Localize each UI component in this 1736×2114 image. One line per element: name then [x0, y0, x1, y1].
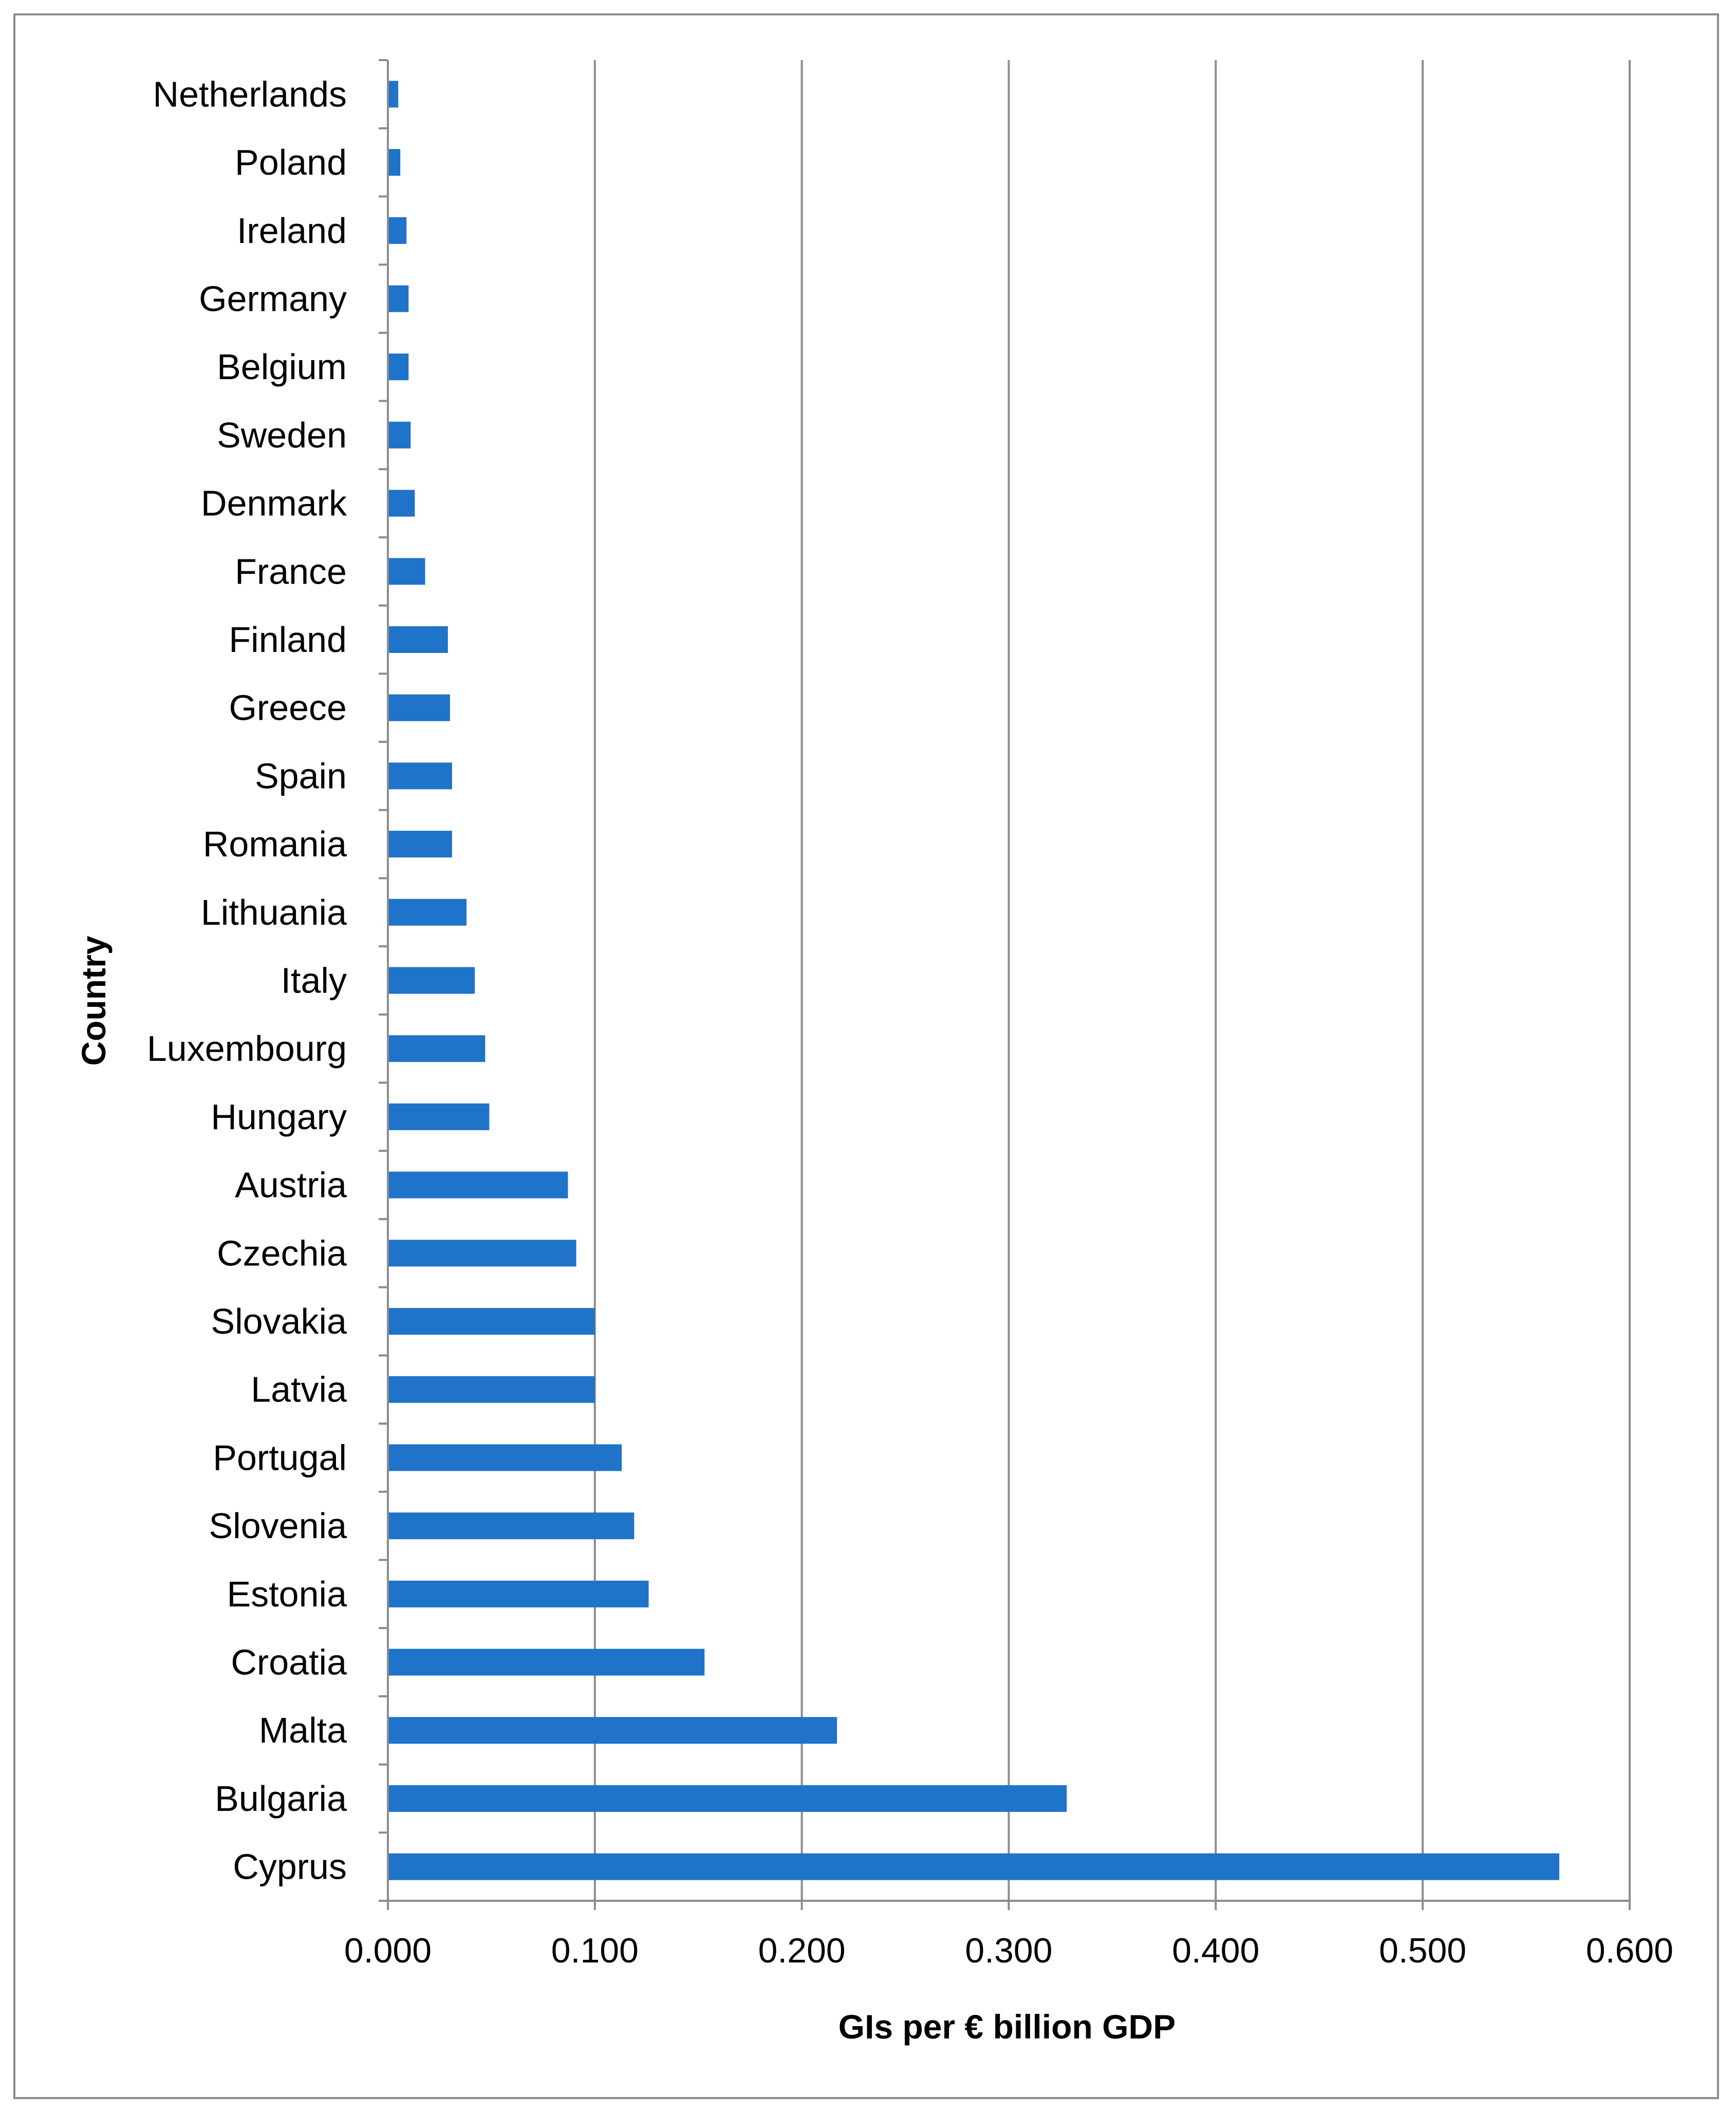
bar — [388, 490, 415, 517]
category-label: Cyprus — [233, 1847, 347, 1887]
category-label: Netherlands — [153, 74, 347, 114]
bar — [388, 1512, 634, 1540]
bar — [388, 1580, 649, 1607]
category-label: Greece — [229, 688, 347, 728]
bar — [388, 217, 407, 244]
bar — [388, 762, 452, 790]
bar — [388, 831, 452, 858]
bar — [388, 149, 401, 176]
bar — [388, 1240, 576, 1267]
x-tick-label: 0.100 — [551, 1931, 639, 1970]
x-tick-label: 0.600 — [1586, 1931, 1673, 1970]
category-label: Croatia — [231, 1642, 347, 1682]
x-tick-label: 0.000 — [344, 1931, 432, 1970]
bar — [388, 1853, 1560, 1880]
bar — [388, 353, 409, 381]
bar — [388, 1376, 595, 1403]
category-label: Austria — [235, 1165, 347, 1205]
bar — [388, 1649, 705, 1676]
y-axis-title: Country — [74, 936, 113, 1065]
bar — [388, 1171, 568, 1199]
category-label: Bulgaria — [215, 1779, 347, 1819]
category-label: Malta — [259, 1710, 347, 1750]
category-label: Italy — [281, 961, 347, 1001]
category-label: Poland — [235, 142, 347, 182]
x-tick-labels: 0.000 0.100 0.200 0.300 0.400 0.500 0.600 — [344, 1931, 1673, 1970]
category-label: Belgium — [217, 347, 347, 387]
bar — [388, 967, 475, 994]
category-label: Luxembourg — [147, 1028, 347, 1069]
x-tick-label: 0.200 — [758, 1931, 846, 1970]
bar — [388, 899, 467, 926]
bar — [388, 1035, 486, 1062]
bar — [388, 558, 425, 585]
bar — [388, 1444, 622, 1471]
category-label: Ireland — [237, 211, 347, 251]
category-label: Hungary — [211, 1097, 347, 1137]
bar — [388, 1717, 837, 1744]
x-axis-title: GIs per € billion GDP — [838, 2008, 1175, 2046]
category-label: Portugal — [213, 1437, 347, 1477]
category-label: Latvia — [251, 1370, 347, 1410]
category-label: Spain — [255, 756, 347, 796]
bar — [388, 626, 448, 653]
bar — [388, 1103, 490, 1130]
category-label: Estonia — [227, 1574, 347, 1614]
x-tick-label: 0.300 — [965, 1931, 1052, 1970]
bar — [388, 1308, 595, 1335]
bar — [388, 81, 399, 108]
x-tick-label: 0.500 — [1379, 1931, 1466, 1970]
category-label: Romania — [203, 824, 347, 864]
bar — [388, 421, 411, 448]
bar — [388, 1785, 1067, 1812]
chart-frame — [13, 13, 1719, 2099]
category-label: Czechia — [217, 1233, 347, 1273]
category-label: Germany — [199, 278, 347, 319]
category-label: Sweden — [217, 415, 347, 455]
category-label: Finland — [229, 620, 347, 660]
bars-layer — [388, 81, 1560, 1880]
category-label: Denmark — [201, 483, 347, 523]
category-label: Lithuania — [201, 892, 347, 932]
category-labels: Netherlands Poland Ireland Germany Belgium Sw… — [147, 74, 347, 1886]
category-label: Slovakia — [211, 1301, 347, 1341]
category-label: Slovenia — [209, 1506, 347, 1546]
bar — [388, 285, 409, 312]
category-label: France — [235, 551, 347, 591]
axis-layer — [379, 59, 1631, 1910]
bar — [388, 694, 450, 721]
grid-layer — [593, 60, 1631, 1901]
x-tick-label: 0.400 — [1172, 1931, 1259, 1970]
